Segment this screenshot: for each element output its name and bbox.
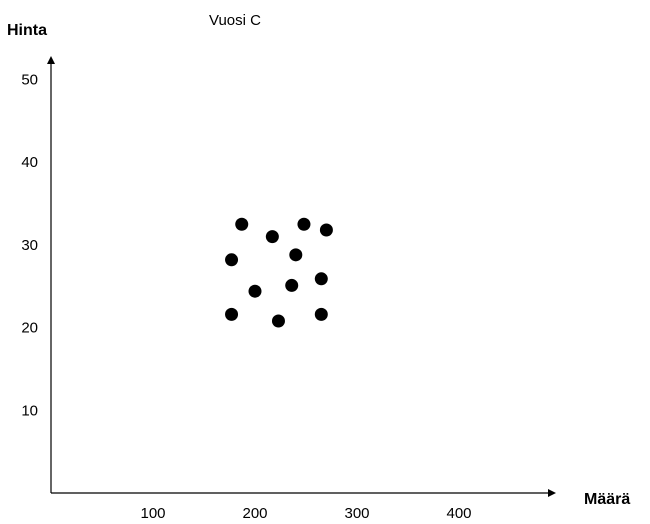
data-point (225, 253, 239, 267)
y-tick-label: 30 (21, 237, 38, 254)
y-axis-label: Hinta (7, 22, 47, 39)
data-point (225, 307, 239, 321)
data-point (235, 217, 249, 231)
x-tick-labels: 100 200 300 400 (140, 505, 471, 522)
x-tick-label: 200 (242, 505, 267, 522)
y-tick-label: 20 (21, 320, 38, 337)
data-point (289, 248, 303, 262)
x-axis-label: Määrä (584, 491, 630, 508)
y-tick-label: 10 (21, 402, 38, 419)
x-tick-label: 300 (344, 505, 369, 522)
y-tick-labels: 10 20 30 40 50 (21, 72, 38, 420)
x-tick-label: 100 (140, 505, 165, 522)
chart-title: Vuosi C (209, 12, 261, 29)
data-point (285, 278, 299, 292)
data-points (225, 217, 333, 328)
x-tick-label: 400 (446, 505, 471, 522)
data-point (314, 272, 328, 286)
data-point (319, 223, 333, 237)
data-point (297, 217, 311, 231)
y-tick-label: 50 (21, 72, 38, 89)
data-point (314, 307, 328, 321)
data-point (271, 314, 285, 328)
data-point (265, 230, 279, 244)
y-tick-label: 40 (21, 154, 38, 171)
data-point (248, 284, 262, 298)
